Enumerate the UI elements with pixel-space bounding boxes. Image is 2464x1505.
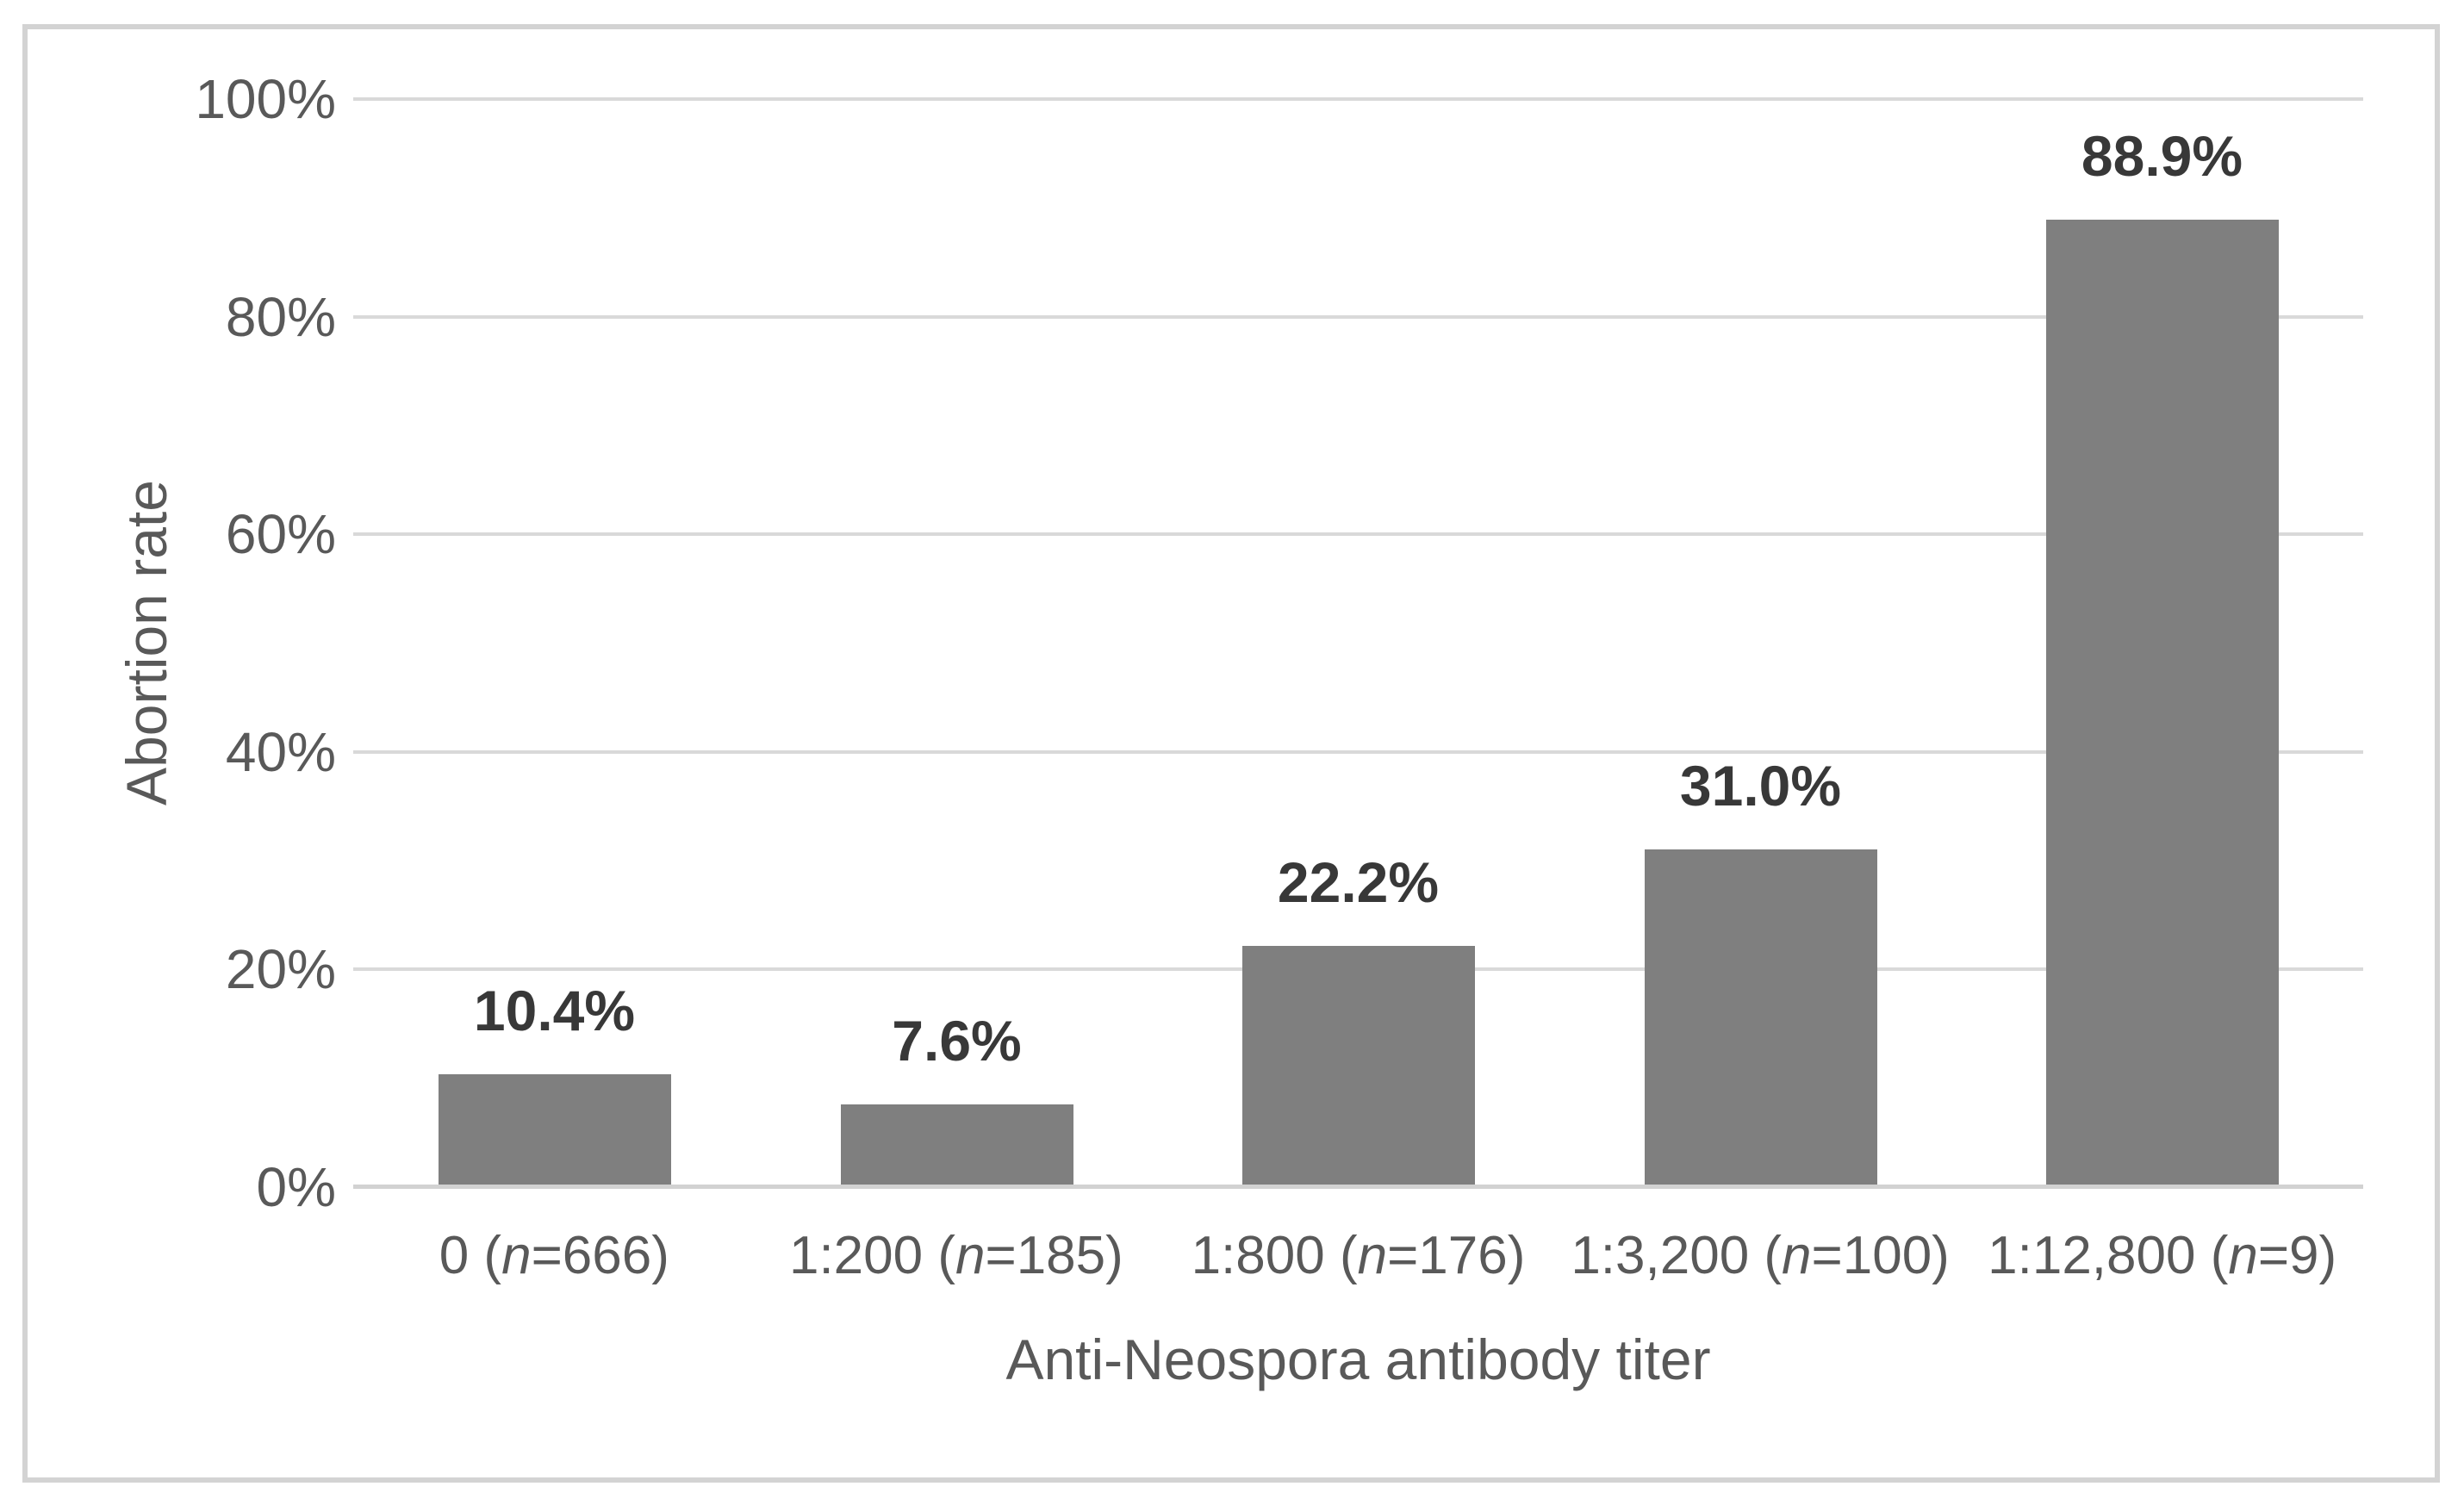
bar-value-label: 22.2% xyxy=(1277,850,1440,914)
x-tick-label: 1:800 (n=176) xyxy=(1191,1226,1526,1285)
bar-group: 88.9% xyxy=(1961,123,2363,1187)
bar-value-label: 31.0% xyxy=(1679,754,1842,818)
x-tick-label: 1:12,800 (n=9) xyxy=(1988,1226,2337,1285)
bar-value-label: 7.6% xyxy=(892,1009,1022,1073)
bar-group: 22.2% xyxy=(1157,849,1559,1187)
gridline-100 xyxy=(353,97,2363,101)
x-tick-label: 1:3,200 (n=100) xyxy=(1571,1226,1950,1285)
plot-area: 10.4% 7.6% 22.2% 31.0% 88.9% xyxy=(353,97,2363,1189)
bar-group: 31.0% xyxy=(1559,753,1962,1187)
x-tick-label: 0 (n=666) xyxy=(439,1226,669,1285)
x-tick-label: 1:200 (n=185) xyxy=(788,1226,1123,1285)
bar xyxy=(2045,220,2279,1187)
gridline-60 xyxy=(353,532,2363,536)
y-tick-label: 100% xyxy=(195,68,336,130)
bar-value-label: 10.4% xyxy=(473,979,636,1042)
bar xyxy=(438,1074,671,1187)
gridline-40 xyxy=(353,750,2363,754)
y-tick-label: 40% xyxy=(225,721,336,783)
x-axis-line xyxy=(353,1185,2363,1189)
bar-group: 10.4% xyxy=(353,978,756,1187)
y-tick-label: 60% xyxy=(225,503,336,565)
bar-value-label: 88.9% xyxy=(2081,124,2243,188)
bar xyxy=(1644,849,1877,1187)
bar xyxy=(840,1104,1073,1187)
y-tick-label: 20% xyxy=(225,938,336,1000)
x-axis-title: Anti-Neospora antibody titer xyxy=(1005,1328,1711,1391)
y-tick-label: 0% xyxy=(256,1156,337,1218)
x-axis-ticks: 0 (n=666) 1:200 (n=185) 1:800 (n=176) 1:… xyxy=(353,1222,2363,1290)
gridline-80 xyxy=(353,315,2363,319)
y-tick-label: 80% xyxy=(225,286,336,348)
bar xyxy=(1241,946,1475,1187)
bar-group: 7.6% xyxy=(756,1008,1158,1187)
